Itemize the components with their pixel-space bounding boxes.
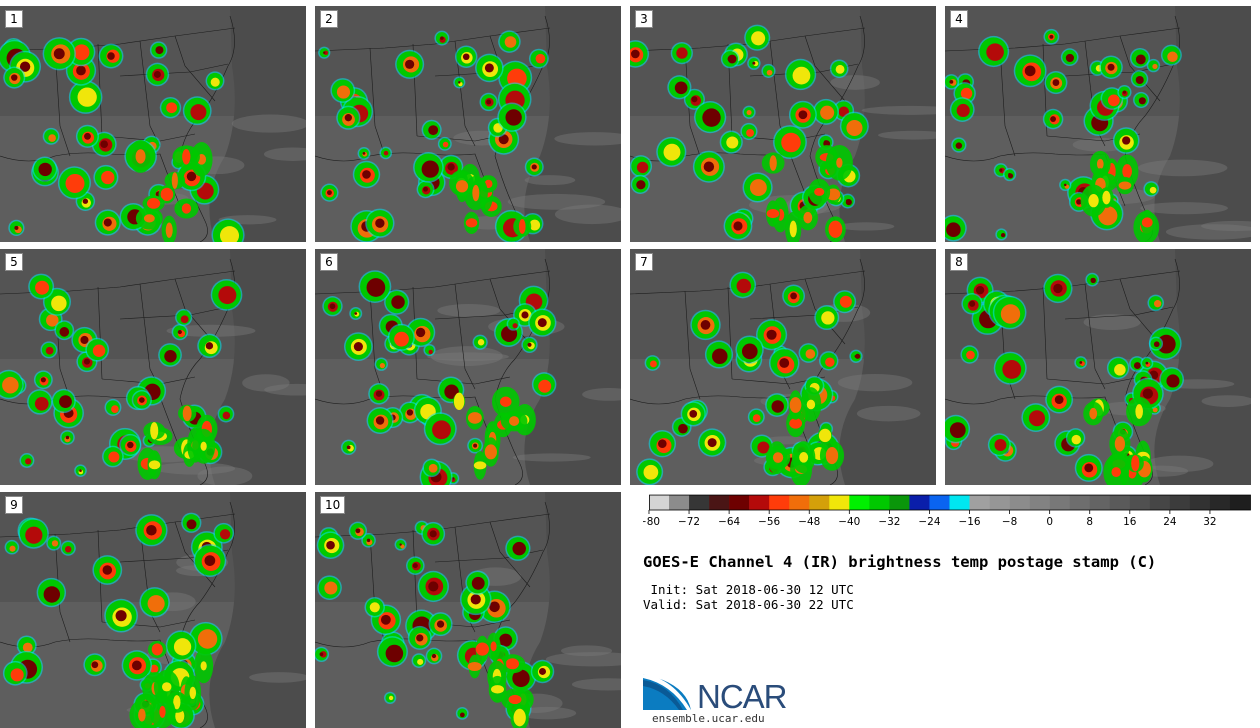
colorbar-segment — [809, 495, 830, 511]
ir-panel-5: 5 — [0, 249, 306, 485]
colorbar-segment — [1049, 495, 1070, 511]
colorbar-segment — [929, 495, 950, 511]
ir-satellite-map — [945, 6, 1251, 242]
colorbar-segment — [669, 495, 690, 511]
init-time: Init: Sat 2018-06-30 12 UTC — [643, 582, 854, 597]
colorbar-segment — [709, 495, 730, 511]
ir-satellite-map — [0, 492, 306, 728]
panel-number-label: 10 — [320, 496, 346, 514]
colorbar-segment — [769, 495, 790, 511]
ir-satellite-map — [0, 6, 306, 242]
colorbar-segment — [1029, 495, 1050, 511]
colorbar-tick-label: 0 — [1046, 516, 1053, 528]
ncar-logo-icon — [643, 674, 691, 710]
colorbar-segment — [789, 495, 810, 511]
ir-panel-2: 2 — [315, 6, 621, 242]
colorbar-segment — [1209, 495, 1231, 511]
colorbar-segment — [1109, 495, 1131, 511]
colorbar-segment — [1009, 495, 1030, 511]
colorbar-tick-label: −32 — [878, 516, 900, 528]
colorbar-tick-label: −16 — [958, 516, 980, 528]
colorbar-tick-label: −64 — [718, 516, 740, 528]
colorbar-tick-label: −24 — [918, 516, 940, 528]
colorbar-tick-label: −48 — [798, 516, 820, 528]
colorbar-segment — [1129, 495, 1151, 511]
colorbar-segment — [969, 495, 990, 511]
colorbar-segment — [829, 495, 850, 511]
colorbar-segment — [1169, 495, 1191, 511]
panel-number-label: 9 — [5, 496, 23, 514]
colorbar-segment — [1069, 495, 1091, 511]
colorbar-segment — [729, 495, 750, 511]
colorbar-tick-label: −40 — [838, 516, 860, 528]
panel-number-label: 2 — [320, 10, 338, 28]
colorbar-segment — [1149, 495, 1171, 511]
ir-panel-6: 6 — [315, 249, 621, 485]
colorbar-segment — [869, 495, 890, 511]
valid-time: Valid: Sat 2018-06-30 22 UTC — [643, 597, 854, 612]
colorbar-segment — [749, 495, 770, 511]
colorbar-segment — [689, 495, 710, 511]
colorbar-tick-label: −56 — [758, 516, 780, 528]
colorbar-segment — [949, 495, 970, 511]
panel-number-label: 6 — [320, 253, 338, 271]
colorbar-tick-label: −8 — [1002, 516, 1017, 528]
ir-panel-9: 9 — [0, 492, 306, 728]
ir-satellite-map — [315, 6, 621, 242]
colorbar-segment — [1229, 495, 1251, 511]
ir-satellite-map — [315, 249, 621, 485]
panel-number-label: 3 — [635, 10, 653, 28]
panel-number-label: 5 — [5, 253, 23, 271]
ir-panel-7: 7 — [630, 249, 936, 485]
ir-panel-3: 3 — [630, 6, 936, 242]
colorbar-tick-label: 8 — [1086, 516, 1093, 528]
logo-url: ensemble.ucar.edu — [652, 712, 765, 725]
panel-number-label: 8 — [950, 253, 968, 271]
ir-satellite-map — [630, 249, 936, 485]
panel-number-label: 7 — [635, 253, 653, 271]
ir-panel-1: 1 — [0, 6, 306, 242]
colorbar-segment — [849, 495, 870, 511]
ir-satellite-map — [0, 249, 306, 485]
logo-wordmark: NCAR — [697, 678, 788, 715]
colorbar-segment — [1089, 495, 1111, 511]
colorbar-segment — [889, 495, 910, 511]
panel-number-label: 4 — [950, 10, 968, 28]
ir-satellite-map — [315, 492, 621, 728]
figure-title: GOES-E Channel 4 (IR) brightness temp po… — [643, 553, 1157, 571]
ir-panel-8: 8 — [945, 249, 1251, 485]
colorbar-segment — [989, 495, 1010, 511]
colorbar-tick-label: 24 — [1163, 516, 1177, 528]
ir-panel-4: 4 — [945, 6, 1251, 242]
colorbar-tick-label: 16 — [1123, 516, 1136, 528]
colorbar-tick-label: −80 — [643, 516, 660, 528]
colorbar-segment — [1189, 495, 1211, 511]
ir-satellite-map — [630, 6, 936, 242]
colorbar-segment — [648, 495, 670, 511]
colorbar-tick-label: 32 — [1203, 516, 1216, 528]
colorbar-tick-label: −72 — [678, 516, 700, 528]
colorbar-segment — [909, 495, 930, 511]
panel-number-label: 1 — [5, 10, 23, 28]
ir-panel-10: 10 — [315, 492, 621, 728]
ir-satellite-map — [945, 249, 1251, 485]
